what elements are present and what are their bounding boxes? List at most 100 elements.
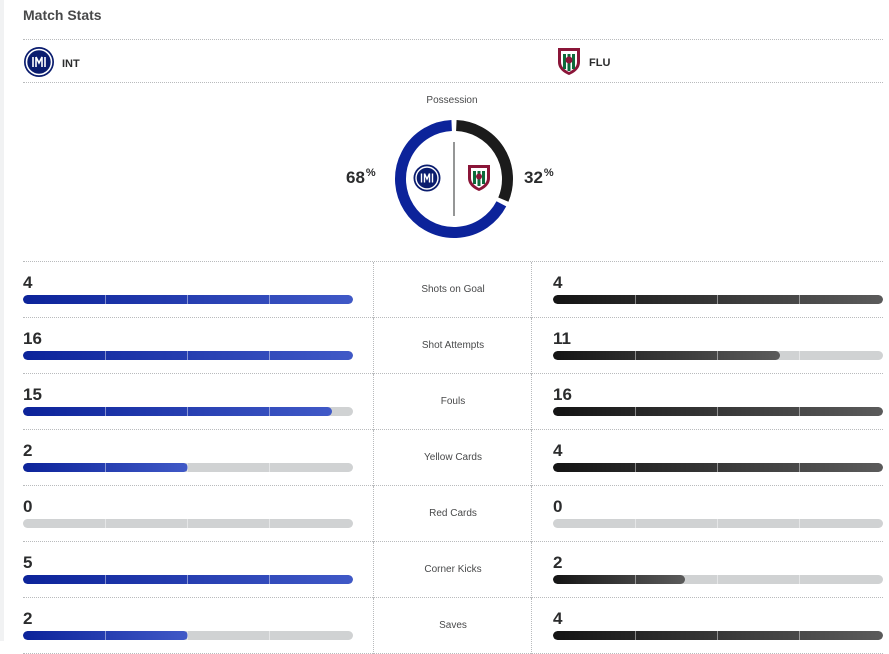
- stat-label: Shots on Goal: [421, 284, 485, 295]
- stat-label: Yellow Cards: [424, 452, 482, 463]
- column-divider: [531, 486, 532, 542]
- bar-segment: [799, 575, 800, 584]
- home-stat-value: 2: [23, 609, 33, 628]
- away-stat-bar: [553, 295, 883, 304]
- column-divider: [373, 486, 374, 542]
- inter-logo-icon: [23, 46, 55, 81]
- bar-segment: [635, 407, 636, 416]
- possession-donut: [395, 120, 513, 238]
- home-team-abbr: INT: [62, 57, 80, 70]
- stat-row: 0 Red Cards 0: [23, 486, 883, 542]
- home-stat-bar: [23, 295, 353, 304]
- divider: [23, 541, 883, 542]
- divider: [23, 429, 883, 430]
- percent-unit: %: [365, 167, 376, 179]
- away-stat-bar-fill: [553, 407, 883, 416]
- home-stat-value: 2: [23, 441, 33, 460]
- bar-segment: [717, 463, 718, 472]
- fluminense-logo-icon: [468, 165, 490, 191]
- bar-segment: [187, 463, 188, 472]
- column-divider: [531, 430, 532, 486]
- stat-label: Saves: [439, 620, 467, 631]
- stat-label: Corner Kicks: [424, 564, 482, 575]
- home-stat-bar-fill: [23, 295, 353, 304]
- bar-segment: [799, 407, 800, 416]
- fluminense-logo-icon: [556, 46, 582, 79]
- away-possession-number: 32: [524, 168, 543, 187]
- away-team-abbr: FLU: [589, 56, 611, 69]
- home-stat-bar-fill: [23, 407, 333, 416]
- bar-segment: [799, 519, 800, 528]
- inter-logo-icon: [413, 164, 441, 192]
- home-stat-value: 16: [23, 329, 42, 348]
- away-stat-value: 4: [553, 441, 563, 460]
- bar-segment: [799, 631, 800, 640]
- bar-segment: [105, 295, 106, 304]
- stat-label: Red Cards: [429, 508, 477, 519]
- home-team: INT: [23, 46, 80, 81]
- away-stat-bar-fill: [553, 463, 883, 472]
- bar-segment: [717, 351, 718, 360]
- bar-segment: [269, 575, 270, 584]
- divider: [23, 317, 883, 318]
- away-stat-bar: [553, 351, 883, 360]
- bar-segment: [269, 351, 270, 360]
- away-possession-value: 32%: [524, 167, 554, 188]
- column-divider: [531, 598, 532, 654]
- bar-segment: [187, 295, 188, 304]
- home-stat-bar: [23, 519, 353, 528]
- bar-segment: [717, 519, 718, 528]
- divider: [23, 485, 883, 486]
- bar-segment: [187, 631, 188, 640]
- away-stat-bar-fill: [553, 575, 685, 584]
- home-stat-value: 5: [23, 553, 33, 572]
- bar-segment: [187, 351, 188, 360]
- bar-segment: [269, 295, 270, 304]
- bar-segment: [187, 519, 188, 528]
- home-stat-value: 0: [23, 497, 33, 516]
- bar-segment: [105, 351, 106, 360]
- home-stat-bar-fill: [23, 575, 353, 584]
- bar-segment: [635, 519, 636, 528]
- bar-segment: [799, 295, 800, 304]
- away-stat-value: 11: [553, 329, 571, 348]
- column-divider: [373, 542, 374, 598]
- bar-segment: [799, 351, 800, 360]
- stat-row: 2 Yellow Cards 4: [23, 430, 883, 486]
- stat-row: 2 Saves 4: [23, 598, 883, 654]
- bar-segment: [105, 519, 106, 528]
- column-divider: [373, 430, 374, 486]
- section-title: Match Stats: [23, 7, 102, 23]
- bar-segment: [717, 407, 718, 416]
- column-divider: [373, 598, 374, 654]
- divider: [23, 82, 883, 83]
- home-possession-number: 68: [346, 168, 365, 187]
- divider: [23, 597, 883, 598]
- home-stat-value: 15: [23, 385, 42, 404]
- column-divider: [531, 318, 532, 374]
- column-divider: [531, 374, 532, 430]
- percent-unit: %: [543, 167, 554, 179]
- bar-segment: [269, 631, 270, 640]
- away-team: FLU: [556, 46, 610, 79]
- bar-segment: [269, 463, 270, 472]
- away-stat-bar-fill: [553, 351, 780, 360]
- column-divider: [531, 542, 532, 598]
- away-stat-value: 2: [553, 553, 563, 572]
- bar-segment: [717, 631, 718, 640]
- column-divider: [373, 262, 374, 318]
- home-stat-bar: [23, 575, 353, 584]
- stat-row: 16 Shot Attempts 11: [23, 318, 883, 374]
- left-edge-border: [0, 0, 4, 641]
- bar-segment: [187, 575, 188, 584]
- bar-segment: [635, 295, 636, 304]
- home-stat-bar: [23, 463, 353, 472]
- stat-row: 5 Corner Kicks 2: [23, 542, 883, 598]
- home-stat-bar-fill: [23, 631, 188, 640]
- bar-segment: [105, 407, 106, 416]
- stat-row: 15 Fouls 16: [23, 374, 883, 430]
- away-stat-value: 4: [553, 273, 563, 292]
- bar-segment: [717, 295, 718, 304]
- divider: [23, 373, 883, 374]
- home-stat-bar: [23, 351, 353, 360]
